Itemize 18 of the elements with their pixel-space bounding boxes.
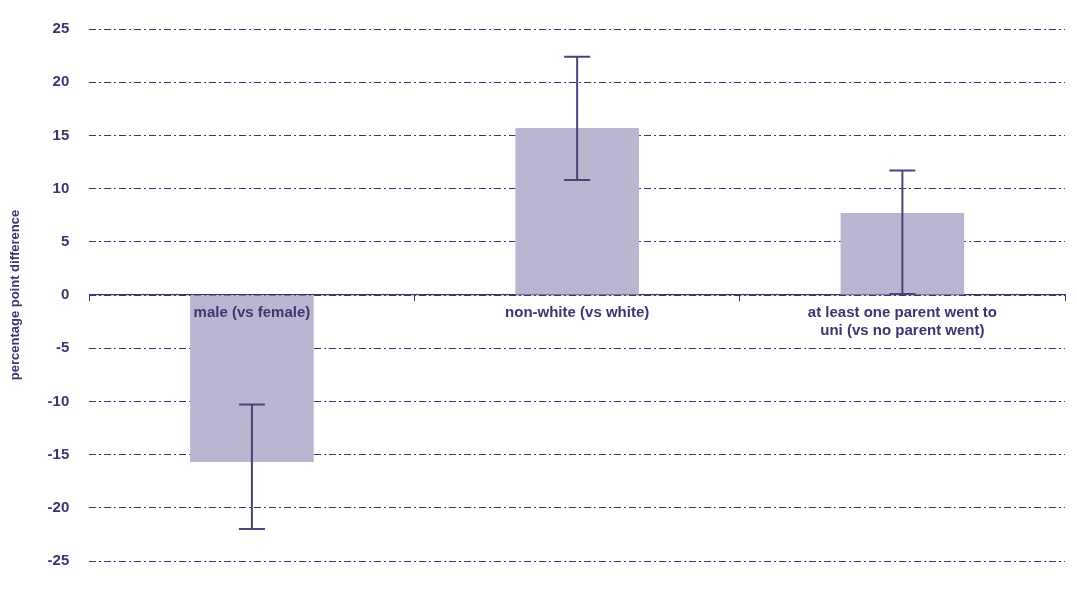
y-tick-label: -5 xyxy=(55,338,70,356)
x-tick-label: at least one parent went to uni (vs no parent went) xyxy=(807,302,997,338)
y-tick-label: -25 xyxy=(47,551,70,569)
y-tick-label: 10 xyxy=(52,178,70,196)
y-tick-label: 15 xyxy=(52,125,70,143)
bar xyxy=(190,295,314,463)
y-tick-label: -10 xyxy=(47,391,70,409)
x-tick-label: male (vs female) xyxy=(193,302,311,320)
bar xyxy=(840,213,965,295)
y-tick-label: 20 xyxy=(52,72,70,90)
y-tick-label: 25 xyxy=(52,19,70,37)
y-axis-title: percentage point difference xyxy=(7,209,23,381)
bar xyxy=(515,127,639,295)
y-tick-label: -20 xyxy=(47,497,70,515)
y-tick-label: 0 xyxy=(60,285,70,303)
y-tick-label: -15 xyxy=(47,444,70,462)
y-tick-label: 5 xyxy=(60,231,70,249)
x-tick-label: non-white (vs white) xyxy=(505,302,650,320)
